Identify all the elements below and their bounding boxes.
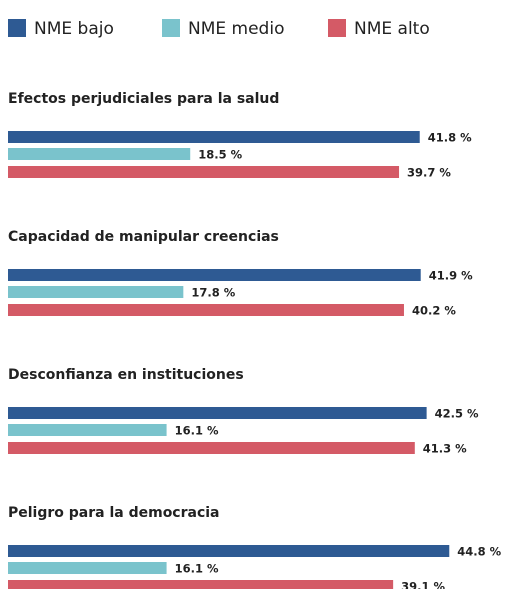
value-label: 41.9 % [429, 269, 473, 283]
bar [8, 131, 420, 143]
bar [8, 562, 167, 574]
legend-label: NME bajo [34, 19, 114, 39]
legend-label: NME medio [188, 19, 284, 39]
value-label: 16.1 % [175, 424, 219, 438]
bar [8, 424, 167, 436]
group-title: Capacidad de manipular creencias [8, 229, 279, 245]
bar [8, 545, 450, 557]
value-label: 18.5 % [198, 148, 242, 162]
value-label: 40.2 % [412, 304, 456, 318]
bar [8, 442, 415, 454]
value-label: 41.3 % [423, 442, 467, 456]
legend-swatch [162, 19, 180, 37]
legend-label: NME alto [354, 19, 430, 39]
value-label: 42.5 % [435, 407, 479, 421]
value-label: 41.8 % [428, 131, 472, 145]
bar [8, 269, 421, 281]
value-label: 39.1 % [401, 580, 445, 589]
legend-swatch [8, 19, 26, 37]
value-label: 16.1 % [175, 562, 219, 576]
value-label: 44.8 % [457, 545, 501, 559]
bar [8, 304, 404, 316]
bar [8, 580, 394, 589]
bar [8, 166, 400, 178]
bar [8, 148, 191, 160]
legend-swatch [328, 19, 346, 37]
value-label: 39.7 % [407, 166, 451, 180]
value-label: 17.8 % [191, 286, 235, 300]
group-title: Peligro para la democracia [8, 505, 220, 521]
group-title: Desconfianza en instituciones [8, 367, 244, 383]
bar [8, 286, 184, 298]
bar [8, 407, 427, 419]
group-title: Efectos perjudiciales para la salud [8, 91, 279, 107]
